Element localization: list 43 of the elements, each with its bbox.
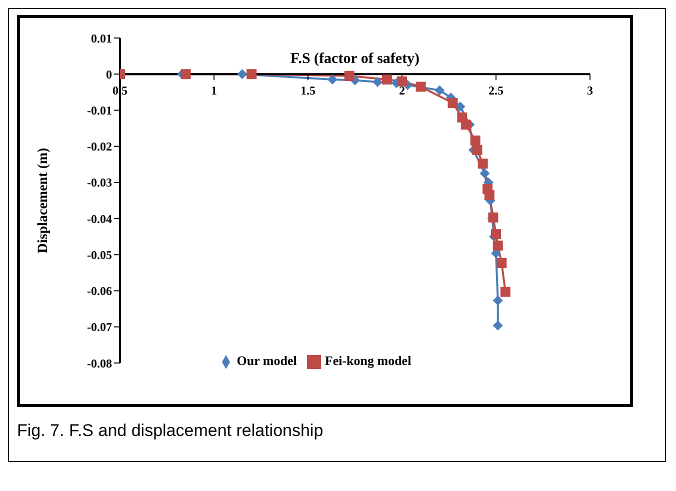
x-tick-label: 2 [399, 84, 405, 98]
x-tick-label: 1 [211, 84, 217, 98]
y-tick-label: -0.01 [87, 103, 112, 118]
point [344, 70, 354, 81]
point [382, 74, 392, 85]
y-tick-label: -0.05 [87, 248, 112, 262]
point [470, 136, 480, 146]
y-tick-label: 0 [106, 67, 112, 82]
point [478, 158, 488, 169]
y-tick-label: -0.02 [87, 140, 112, 154]
point [460, 120, 471, 130]
point [484, 190, 494, 200]
caption: Fig. 7. F.S and displacement relationship [17, 421, 324, 441]
point [397, 76, 407, 86]
y-tick-label: 0.01 [91, 31, 112, 46]
point [491, 229, 501, 240]
legend-label: Fei-kong model [324, 353, 412, 368]
point [246, 69, 257, 80]
point [492, 240, 503, 251]
point [492, 320, 503, 330]
y-tick-label: -0.07 [87, 320, 112, 334]
x-tick-label: 1.5 [300, 84, 316, 98]
y-tick-label: -0.03 [87, 176, 112, 190]
point [492, 296, 503, 306]
point [500, 286, 510, 297]
y-axis-title: Displacement (m) [36, 147, 51, 254]
point [480, 168, 490, 178]
x-tick-label: 2.5 [488, 84, 504, 98]
point [448, 98, 458, 108]
y-tick-label: -0.06 [87, 284, 112, 298]
point [434, 85, 445, 96]
point [327, 74, 338, 85]
legend-label: Our model [236, 353, 297, 368]
point [372, 77, 383, 88]
point [237, 69, 248, 80]
point [472, 144, 482, 155]
y-tick-label: -0.08 [87, 356, 112, 370]
x-tick-label: 3 [587, 84, 593, 98]
point [496, 258, 507, 268]
y-tick-label: -0.04 [87, 212, 112, 226]
point [416, 82, 426, 92]
point [180, 69, 191, 80]
x-axis-title: F.S (factor of safety) [290, 51, 420, 68]
